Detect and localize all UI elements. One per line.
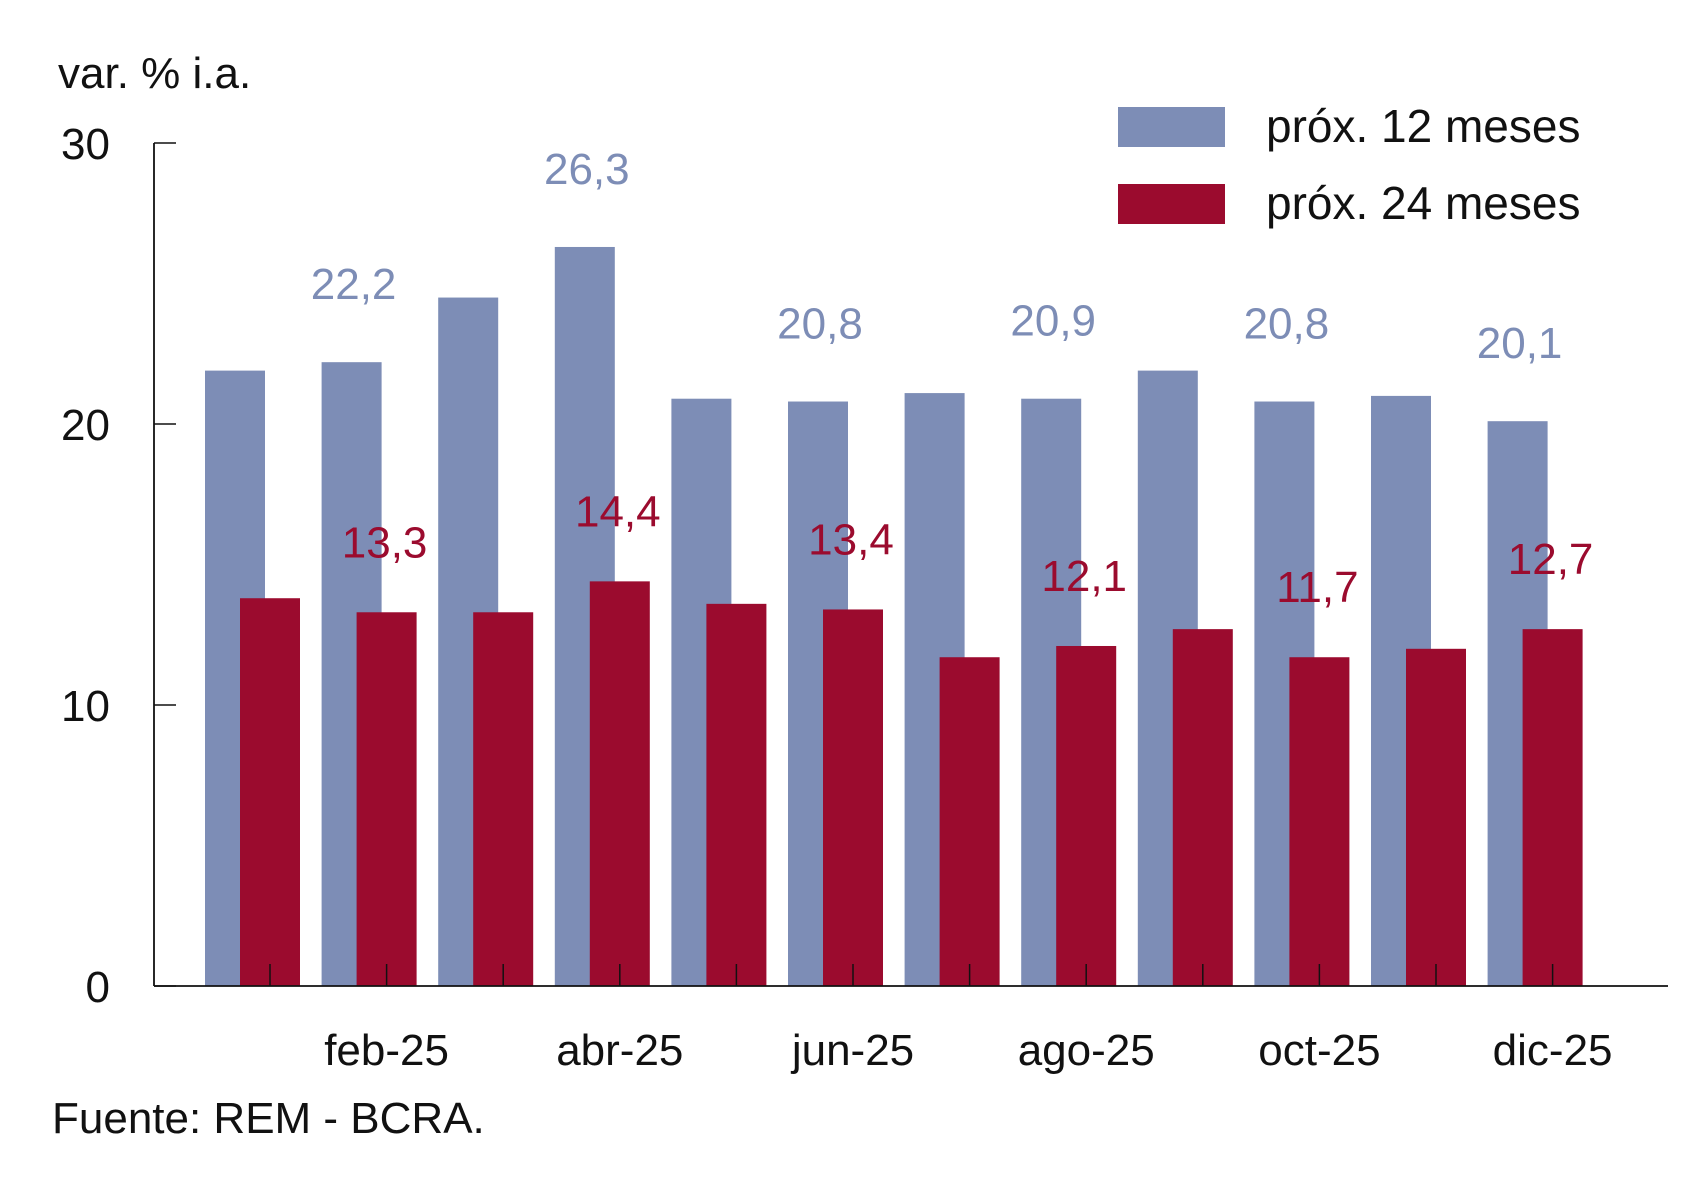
- x-tick-label-ago-25: ago-25: [1018, 1026, 1155, 1075]
- legend-label-24m: próx. 24 meses: [1266, 177, 1580, 229]
- source-note: Fuente: REM - BCRA.: [52, 1094, 485, 1143]
- data-label-24m-feb-25: 13,3: [342, 518, 428, 567]
- bar-24m-jun-25: [823, 609, 883, 986]
- data-label-12m-feb-25: 22,2: [311, 260, 397, 309]
- data-label-12m-abr-25: 26,3: [544, 145, 630, 194]
- y-tick-label-10: 10: [61, 682, 110, 731]
- x-tick-label-feb-25: feb-25: [324, 1026, 449, 1075]
- y-tick-label-0: 0: [86, 963, 110, 1012]
- bar-24m-oct-25: [1289, 657, 1350, 986]
- data-label-12m-dic-25: 20,1: [1477, 319, 1563, 368]
- x-tick-label-oct-25: oct-25: [1258, 1026, 1380, 1075]
- legend-swatch-24m: [1118, 184, 1225, 224]
- data-label-12m-oct-25: 20,8: [1244, 300, 1330, 349]
- y-tick-label-30: 30: [61, 120, 110, 169]
- bar-24m-jul-25: [939, 657, 1000, 986]
- bar-24m-ene-25: [240, 598, 300, 986]
- bar-24m-sep-25: [1172, 629, 1233, 986]
- legend-swatch-12m: [1118, 107, 1225, 147]
- x-tick-label-jun-25: jun-25: [790, 1026, 914, 1075]
- legend: próx. 12 meses próx. 24 meses: [1118, 100, 1580, 229]
- bar-24m-feb-25: [356, 612, 417, 986]
- data-label-24m-dic-25: 12,7: [1508, 535, 1594, 584]
- data-label-24m-abr-25: 14,4: [575, 487, 661, 536]
- data-label-12m-ago-25: 20,9: [1010, 297, 1096, 346]
- legend-label-12m: próx. 12 meses: [1266, 100, 1580, 152]
- data-label-24m-oct-25: 11,7: [1276, 563, 1358, 612]
- bar-24m-mar-25: [473, 612, 534, 986]
- x-tick-label-dic-25: dic-25: [1493, 1026, 1613, 1075]
- bar-24m-dic-25: [1522, 629, 1583, 986]
- bar-24m-may-25: [706, 603, 767, 986]
- y-tick-label-20: 20: [61, 401, 110, 450]
- data-label-24m-ago-25: 12,1: [1041, 552, 1127, 601]
- y-axis-label: var. % i.a.: [58, 49, 251, 98]
- x-tick-label-abr-25: abr-25: [556, 1026, 683, 1075]
- bar-24m-nov-25: [1406, 648, 1466, 986]
- bar-24m-ago-25: [1056, 645, 1117, 986]
- bar-24m-abr-25: [589, 581, 650, 986]
- data-label-12m-jun-25: 20,8: [777, 300, 863, 349]
- data-label-24m-jun-25: 13,4: [808, 515, 894, 564]
